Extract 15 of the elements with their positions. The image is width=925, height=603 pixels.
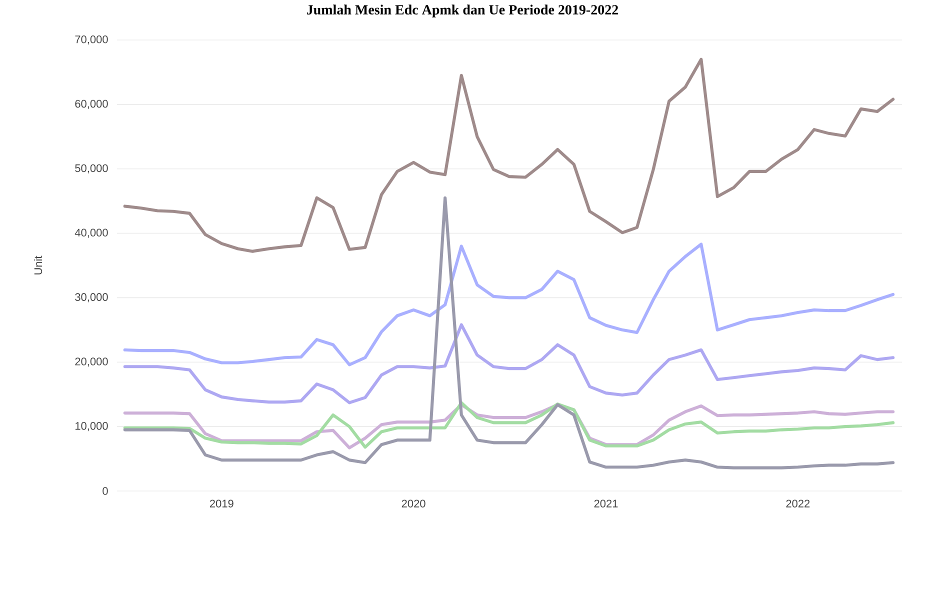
y-tick-label: 70,000: [75, 35, 108, 45]
y-tick-label: 20,000: [75, 358, 108, 367]
y-tick-label: 0: [102, 487, 108, 495]
x-tick-label: 2022: [786, 500, 810, 508]
x-tick-label: 2020: [402, 500, 426, 508]
chart-title: Jumlah Mesin Edc Apmk dan Ue Periode 2019-2022: [306, 4, 618, 18]
y-tick-label: 10,000: [75, 422, 108, 432]
x-tick-label: 2021: [594, 500, 618, 508]
x-tick-label: 2019: [210, 500, 234, 508]
y-tick-label: 50,000: [75, 164, 108, 174]
y-tick-label: 40,000: [74, 228, 108, 238]
y-tick-label: 60,000: [75, 100, 108, 109]
y-axis-title: Unit: [34, 256, 42, 274]
line-series: [123, 58, 895, 253]
y-tick-label: 30,000: [75, 293, 108, 302]
